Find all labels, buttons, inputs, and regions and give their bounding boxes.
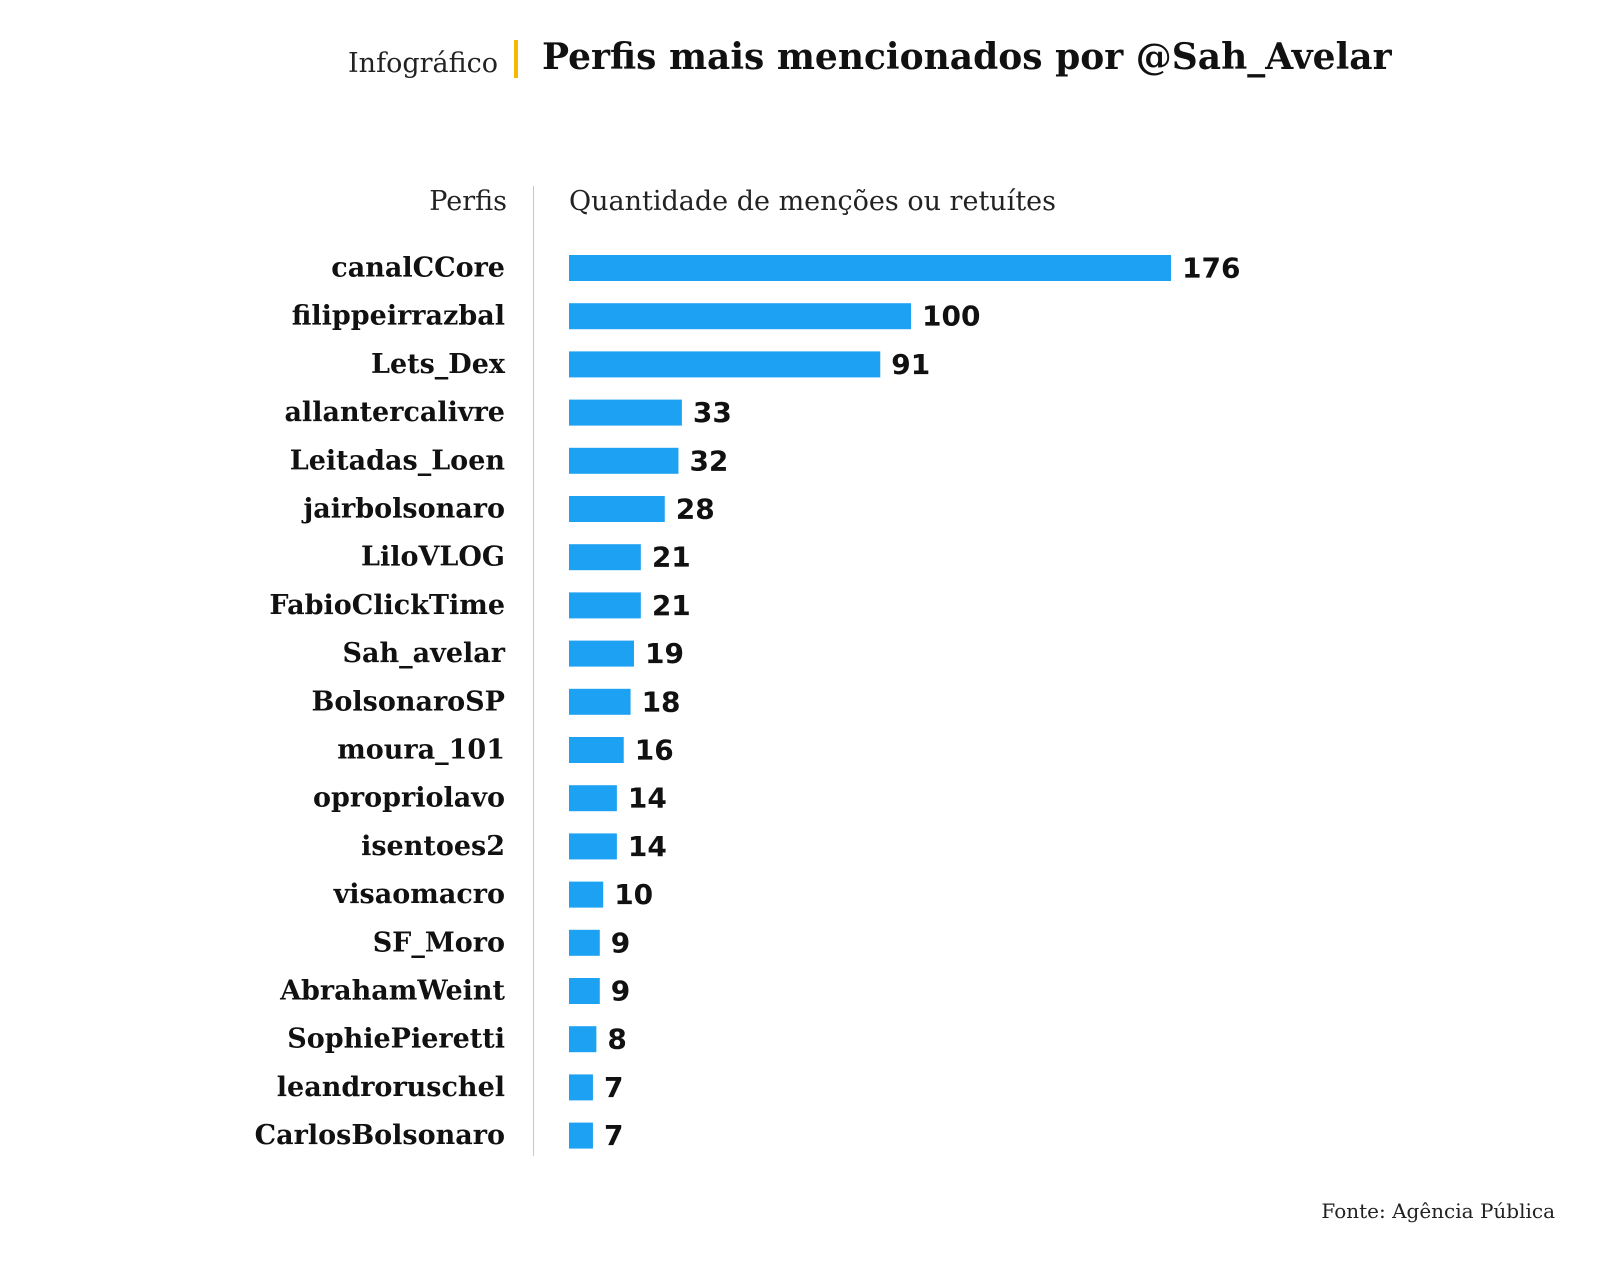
bar — [569, 737, 624, 763]
quantity-column-header: Quantidade de menções ou retuítes — [569, 186, 1057, 217]
value-label: 176 — [1182, 252, 1240, 285]
category-label: Lets_Dex — [371, 349, 506, 380]
value-label: 28 — [676, 493, 715, 526]
value-label: 7 — [604, 1071, 623, 1104]
bar — [569, 929, 600, 956]
category-label: visaomacro — [333, 879, 505, 910]
category-label: CarlosBolsonaro — [255, 1120, 505, 1151]
bar — [569, 592, 641, 619]
bar — [569, 978, 600, 1004]
value-label: 33 — [693, 396, 732, 429]
category-label: AbrahamWeint — [279, 976, 505, 1007]
bar — [569, 447, 679, 474]
bar — [569, 303, 912, 330]
bar — [569, 1074, 593, 1101]
value-label: 9 — [611, 975, 630, 1008]
bar — [569, 881, 604, 908]
value-label: 7 — [604, 1119, 623, 1152]
category-label: BolsonaroSP — [312, 686, 505, 717]
category-label: opropriolavo — [313, 783, 505, 814]
bar — [569, 351, 881, 378]
value-label: 100 — [922, 300, 980, 333]
bar — [569, 640, 634, 667]
bar — [569, 785, 617, 812]
axis-divider — [533, 186, 534, 1156]
value-label: 18 — [642, 685, 681, 718]
bar — [569, 1026, 597, 1053]
bar — [569, 833, 617, 860]
kicker-label: Infográfico — [348, 48, 498, 79]
bar — [569, 688, 631, 715]
bar — [569, 496, 665, 522]
bar — [569, 1122, 593, 1149]
value-label: 9 — [611, 926, 630, 959]
chart-header: Infográfico Perfis mais mencionados por … — [0, 30, 1600, 90]
bar — [569, 399, 682, 426]
profiles-column-header: Perfis — [429, 186, 507, 217]
value-label: 14 — [628, 782, 667, 815]
value-label: 10 — [614, 878, 653, 911]
value-label: 16 — [635, 734, 674, 767]
category-label: isentoes2 — [361, 831, 505, 862]
value-label: 91 — [891, 348, 930, 381]
source-note: Fonte: Agência Pública — [1321, 1199, 1555, 1223]
value-label: 19 — [645, 637, 684, 670]
category-label: allantercalivre — [284, 397, 505, 428]
value-label: 21 — [652, 541, 691, 574]
bar — [569, 544, 641, 571]
category-label: leandroruschel — [277, 1072, 505, 1103]
category-label: jairbolsonaro — [302, 494, 505, 525]
category-label: filippeirrazbal — [292, 301, 505, 332]
chart-title: Perfis mais mencionados por @Sah_Avelar — [542, 36, 1392, 78]
bar — [569, 255, 1171, 281]
category-label: Sah_avelar — [343, 638, 506, 669]
value-label: 14 — [628, 830, 667, 863]
category-label: SophiePieretti — [287, 1024, 505, 1055]
category-label: SF_Moro — [373, 927, 505, 958]
header-divider — [514, 40, 518, 78]
category-label: canalCCore — [331, 253, 505, 284]
category-label: moura_101 — [337, 735, 505, 766]
category-label: Leitadas_Loen — [290, 445, 506, 476]
value-label: 32 — [689, 444, 728, 477]
value-label: 8 — [607, 1023, 626, 1056]
category-label: LiloVLOG — [361, 542, 505, 573]
category-label: FabioClickTime — [269, 590, 505, 621]
value-label: 21 — [652, 589, 691, 622]
